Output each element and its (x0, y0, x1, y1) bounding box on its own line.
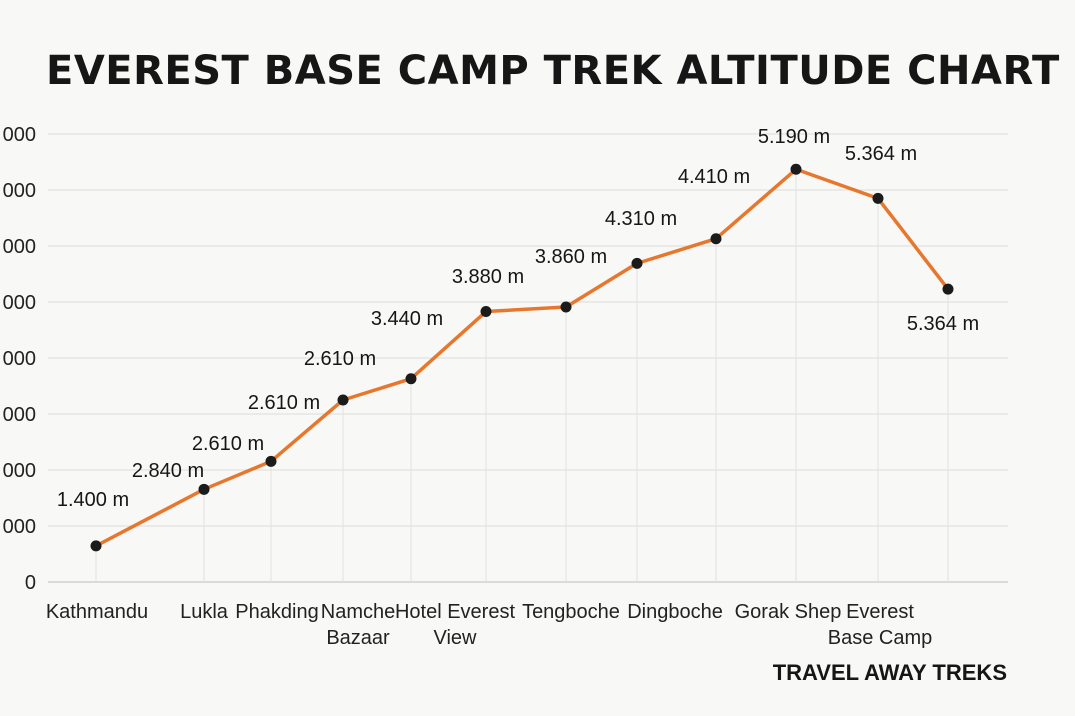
data-label: 5.190 m (758, 126, 830, 148)
data-point (790, 163, 802, 175)
chart-title: EVEREST BASE CAMP TREK ALTITUDE CHART (46, 48, 1060, 94)
data-label: 3.880 m (452, 266, 524, 288)
data-label: 1.400 m (57, 489, 129, 511)
x-axis-categories: Kathmandu Lukla Phakding Namche BazaarHotel … (46, 601, 932, 649)
data-point (872, 192, 884, 204)
y-tick-label: 000 (3, 516, 36, 538)
x-category-label: Kathmandu (46, 601, 148, 623)
data-point (631, 257, 643, 269)
data-label: 2.840 m (132, 460, 204, 482)
y-tick-label: 000 (3, 348, 36, 370)
brand-label: TRAVEL AWAY TREKS (772, 660, 1007, 685)
data-label: 3.440 m (371, 308, 443, 330)
data-point (942, 283, 954, 295)
data-point (560, 301, 572, 313)
data-point (405, 373, 417, 385)
x-category-label: Hotel Everest View (395, 601, 515, 649)
data-label: 3.860 m (535, 246, 607, 268)
y-tick-label: 0 (25, 572, 36, 594)
y-tick-label: 000 (3, 180, 36, 202)
x-category-label: Namche Bazaar (321, 601, 395, 649)
data-point (480, 306, 492, 318)
x-category-label: Lukla (180, 601, 229, 623)
x-category-label: Dingboche (627, 601, 723, 623)
x-category-label: Everest Base Camp (828, 601, 933, 649)
data-point (265, 455, 277, 467)
data-label: 4.310 m (605, 208, 677, 230)
data-labels: 1.400 m2.840 m 2.610 m 2.610 m 2.610 m 3.440… (57, 126, 979, 511)
data-point (198, 483, 210, 495)
x-category-label: Gorak Shep (735, 601, 842, 623)
data-point (90, 540, 102, 552)
y-tick-label: 000 (3, 404, 36, 426)
data-label: 2.610 m (248, 392, 320, 414)
altitude-line (94, 167, 950, 548)
y-tick-label: 000 (3, 460, 36, 482)
data-points (90, 163, 954, 552)
data-label: 5.364 m (845, 143, 917, 165)
data-point (710, 233, 722, 245)
gridlines (48, 133, 1008, 583)
x-category-label: Phakding (235, 601, 318, 623)
data-label: 2.610 m (304, 348, 376, 370)
series-line (94, 167, 950, 548)
data-label: 5.364 m (907, 313, 979, 335)
y-tick-label: 000 (3, 292, 36, 314)
data-point (337, 394, 349, 406)
data-label: 2.610 m (192, 433, 264, 455)
data-label: 4.410 m (678, 166, 750, 188)
y-tick-label: 000 (3, 236, 36, 258)
y-tick-label: 000 (3, 124, 36, 146)
x-category-label: Tengboche (522, 601, 620, 623)
